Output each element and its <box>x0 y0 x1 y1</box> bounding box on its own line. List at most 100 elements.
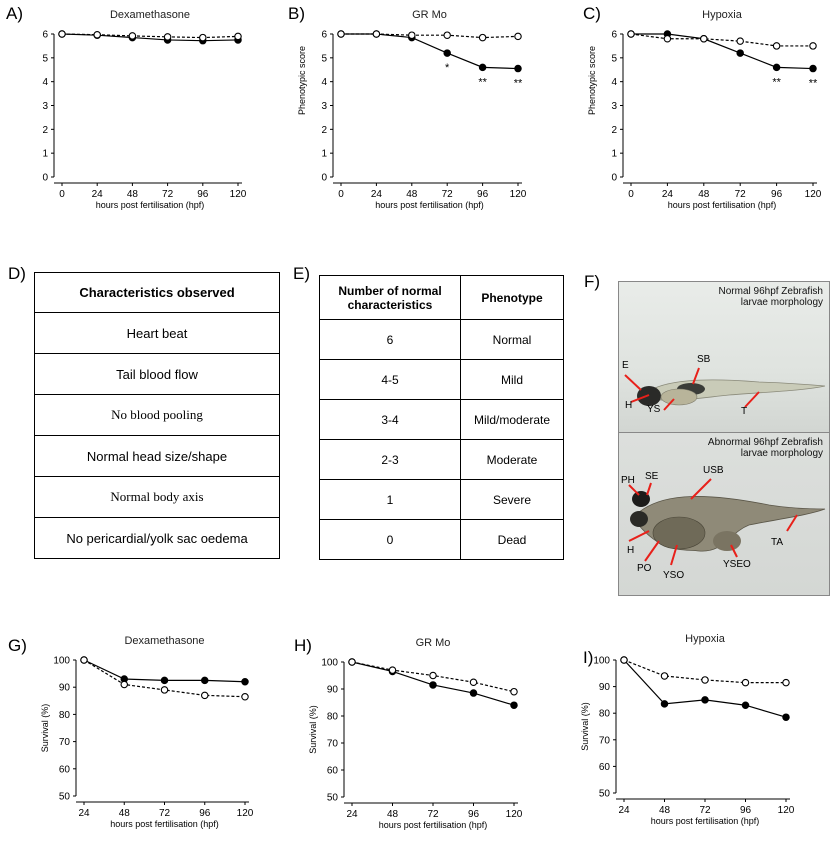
chart-c-x-tick-label: 48 <box>698 189 710 200</box>
chart-g-x-label: hours post fertilisation (hpf) <box>110 819 219 829</box>
chart-g-y-tick-label: 100 <box>53 656 70 667</box>
chart-g-y-tick-label: 90 <box>59 683 71 694</box>
chart-c-title: Hypoxia <box>702 9 743 21</box>
table-cell: 1 <box>319 479 461 520</box>
chart-b-significance-label: ** <box>478 76 487 88</box>
normal-characteristics-header: Number of normal characteristics <box>319 275 461 320</box>
label-yseo: YSEO <box>723 559 751 570</box>
chart-i-x-tick-label: 48 <box>659 805 671 816</box>
label-h: H <box>625 400 633 411</box>
panel-letter-a: A) <box>6 4 23 23</box>
chart-a-x-tick-label: 0 <box>59 189 65 200</box>
chart-b-series-filled-line <box>341 33 519 70</box>
table-cell: Normal <box>460 319 564 360</box>
chart-i-title: Hypoxia <box>685 633 726 645</box>
chart-c-x-tick-label: 0 <box>628 189 634 200</box>
table-row: No pericardial/yolk sac oedema <box>34 517 280 559</box>
table-cell: 3-4 <box>319 399 461 440</box>
chart-a-y-tick-label: 5 <box>42 53 48 64</box>
chart-c-significance-label: ** <box>772 76 781 88</box>
chart-g-point <box>120 680 129 689</box>
panel-letter-h: H) <box>294 636 312 655</box>
table-cell: 2-3 <box>319 439 461 480</box>
chart-a-x-tick-label: 72 <box>162 189 174 200</box>
chart-g-x-tick-label: 120 <box>237 808 254 819</box>
table-cell: 6 <box>319 319 461 360</box>
panel-letter-g: G) <box>8 636 27 655</box>
chart-c-point <box>736 37 744 45</box>
chart-a-point <box>163 33 172 41</box>
normal-photo-caption: Normal 96hpf Zebrafish larvae morphology <box>718 286 824 308</box>
chart-i-y-tick-label: 60 <box>599 762 611 773</box>
chart-b-point <box>443 49 451 57</box>
panel-letter-i: I) <box>583 648 594 667</box>
chart-c-y-tick-label: 4 <box>611 77 617 88</box>
chart-c-point <box>809 42 817 50</box>
chart-g-x-tick-label: 24 <box>78 808 90 819</box>
chart-c-series-open-line <box>630 33 813 47</box>
table-row: Heart beat <box>34 312 280 354</box>
panel-letter-d: D) <box>8 264 26 283</box>
chart-b-y-tick-label: 5 <box>321 53 327 64</box>
chart-h-x-label: hours post fertilisation (hpf) <box>379 820 488 830</box>
table-cell: 0 <box>319 519 461 560</box>
chart-h-x-tick-label: 120 <box>506 809 523 820</box>
chart-g-y-tick-label: 80 <box>59 710 71 721</box>
chart-c-point <box>736 49 744 57</box>
chart-a-series-filled-line <box>61 33 239 42</box>
chart-g-point <box>241 678 249 686</box>
chart-c-x-tick-label: 96 <box>771 189 783 200</box>
chart-b-x-tick-label: 48 <box>406 189 418 200</box>
chart-i-y-tick-label: 90 <box>599 682 611 693</box>
chart-g-x-tick-label: 72 <box>159 808 171 819</box>
table-cell: Moderate <box>460 439 564 480</box>
chart-a-y-tick-label: 0 <box>42 173 48 184</box>
chart-i-y-tick-label: 100 <box>593 656 610 667</box>
chart-h-y-tick-label: 90 <box>327 685 339 696</box>
phenotype-table: Number of normal characteristics Phenoty… <box>319 275 564 560</box>
chart-c-point <box>809 64 817 73</box>
table-cell: Dead <box>460 519 564 560</box>
chart-i-y-tick-label: 80 <box>599 709 611 720</box>
chart-a-y-tick-label: 2 <box>42 125 48 136</box>
abnormal-larva-drawing <box>628 478 826 566</box>
chart-i-x-label: hours post fertilisation (hpf) <box>651 816 760 826</box>
chart-h-y-label: Survival (%) <box>308 705 318 754</box>
chart-i-point <box>620 656 628 664</box>
chart-h-point <box>510 701 518 709</box>
panel-letter-b: B) <box>288 4 305 23</box>
label-se: SE <box>645 471 659 482</box>
normal-larva-drawing <box>624 367 826 411</box>
chart-g-point <box>201 676 209 685</box>
chart-g-x-tick-label: 96 <box>199 808 211 819</box>
chart-h-x-tick-label: 24 <box>346 809 358 820</box>
label-t: T <box>741 406 748 417</box>
table-row: No blood pooling <box>34 394 280 436</box>
normal-larva-photo: Normal 96hpf Zebrafish larvae morphology… <box>618 281 830 433</box>
chart-b-x-tick-label: 120 <box>510 189 527 200</box>
chart-c-y-tick-label: 0 <box>611 173 617 184</box>
chart-g-point <box>160 686 169 694</box>
chart-b-x-tick-label: 96 <box>477 189 489 200</box>
table-cell: 4-5 <box>319 359 461 400</box>
chart-a-point <box>128 32 137 40</box>
chart-b-title: GR Mo <box>412 9 447 21</box>
table-cell: Mild/moderate <box>460 399 564 440</box>
chart-b-point <box>408 31 416 39</box>
chart-i-point <box>782 713 790 721</box>
chart-c-x-label: hours post fertilisation (hpf) <box>668 200 777 210</box>
table-cell: Severe <box>460 479 564 520</box>
chart-i-point <box>782 678 790 687</box>
chart-b-y-tick-label: 4 <box>321 77 327 88</box>
chart-i-x-tick-label: 96 <box>740 805 752 816</box>
chart-c-point <box>700 35 708 43</box>
chart-h-point <box>510 687 518 696</box>
chart-g-title: Dexamethasone <box>124 635 204 647</box>
chart-c-series-filled-line <box>631 33 814 70</box>
chart-h-y-tick-label: 70 <box>327 739 339 750</box>
chart-b-x-tick-label: 24 <box>371 189 383 200</box>
chart-i-point <box>701 696 709 704</box>
chart-a-x-label: hours post fertilisation (hpf) <box>96 200 205 210</box>
chart-i-point <box>660 672 669 680</box>
